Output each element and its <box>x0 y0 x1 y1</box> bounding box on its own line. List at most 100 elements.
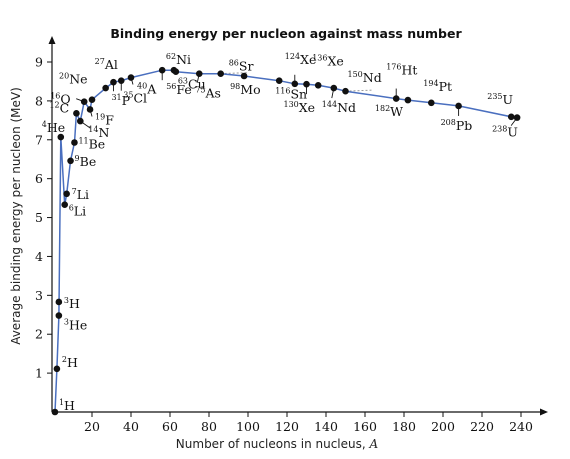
point-label: 136Xe <box>312 53 344 68</box>
point-label: 20Ne <box>59 72 88 87</box>
point-label: 9Be <box>75 154 97 169</box>
element-symbol: H <box>69 296 80 311</box>
data-point <box>71 139 78 146</box>
data-point <box>303 80 310 88</box>
mass-number: 144 <box>322 100 337 109</box>
mass-number: 75 <box>195 86 205 95</box>
label-dash <box>345 89 372 92</box>
mass-number: 238 <box>492 125 507 134</box>
mass-number: 31 <box>111 93 121 102</box>
data-point <box>55 298 63 306</box>
x-tick-label: 180 <box>392 419 416 434</box>
data-points <box>51 66 521 416</box>
x-tick-label: 40 <box>123 419 139 434</box>
data-point <box>275 77 283 84</box>
element-symbol: Cu <box>188 77 206 92</box>
mass-number: 40 <box>137 82 147 91</box>
data-point <box>428 99 435 107</box>
element-symbol: H <box>67 355 78 370</box>
mass-number: 136 <box>312 53 327 62</box>
element-symbol: W <box>390 104 403 119</box>
point-label: 4He <box>42 120 65 135</box>
data-point <box>172 68 180 76</box>
x-tick-label: 200 <box>431 419 455 434</box>
data-point <box>110 78 117 86</box>
point-label: 62Ni <box>166 52 191 67</box>
element-symbol: Pt <box>439 79 452 94</box>
x-tick-label: 20 <box>84 419 100 434</box>
point-label: 235U <box>487 92 513 107</box>
data-point <box>61 201 68 209</box>
label-leader <box>331 87 335 99</box>
mass-number: 12 <box>49 100 59 109</box>
data-point <box>55 312 63 319</box>
data-point <box>404 96 412 104</box>
ticks: 20 40 60 80 100 120 140 160 180 200 220 24012345678… <box>35 55 533 435</box>
x-tick-label: 140 <box>314 419 338 434</box>
point-label: 176Ht <box>386 63 417 78</box>
data-point <box>51 408 59 416</box>
point-label: 144Nd <box>322 100 356 115</box>
data-point <box>342 87 349 95</box>
x-tick-label: 240 <box>509 419 533 434</box>
element-symbol: N <box>98 125 109 140</box>
mass-number: 11 <box>78 137 88 146</box>
mass-number: 3 <box>64 296 69 305</box>
label-leader <box>89 109 93 117</box>
label-leader <box>196 73 200 83</box>
mass-number: 6 <box>69 204 74 213</box>
label-leader <box>130 77 134 85</box>
x-axis-title-text: Number of nucleons in nucleus, <box>176 437 370 451</box>
data-point <box>507 113 515 121</box>
element-symbol: C <box>60 100 70 115</box>
point-label: 14N <box>88 125 109 140</box>
point-label: 6Li <box>69 204 86 219</box>
point-label: 130Xe <box>284 100 316 115</box>
element-symbol: O <box>60 92 70 107</box>
x-tick-label: 100 <box>236 419 260 434</box>
element-symbol: F <box>105 112 114 127</box>
element-symbol: He <box>69 318 87 333</box>
data-point <box>158 66 166 74</box>
mass-number: 9 <box>75 154 80 163</box>
element-symbol: As <box>204 86 220 101</box>
data-point <box>195 70 203 77</box>
mass-number: 62 <box>166 52 176 61</box>
point-label: 116Sn <box>275 87 307 102</box>
mass-number: 16 <box>50 92 60 101</box>
point-label: 40A <box>137 82 157 97</box>
label-leader <box>80 120 91 129</box>
element-symbol: Fe <box>176 82 191 97</box>
x-axis-title-var: A <box>369 437 379 451</box>
mass-number: 150 <box>348 70 363 79</box>
element-symbol: Xe <box>327 53 343 68</box>
data-point <box>73 110 80 117</box>
mass-number: 176 <box>386 63 401 72</box>
data-point <box>88 96 96 104</box>
point-label: 16O <box>50 92 70 107</box>
x-axis-title: Number of nucleons in nucleus, A <box>176 437 379 451</box>
label-leader <box>510 117 518 126</box>
mass-number: 63 <box>178 77 188 86</box>
element-symbol: Ne <box>69 72 87 87</box>
data-point <box>57 133 65 141</box>
point-label: 98Mo <box>230 82 261 97</box>
point-label: 194Pt <box>423 79 452 94</box>
mass-number: 235 <box>487 92 502 101</box>
mass-number: 98 <box>230 82 240 91</box>
point-label: 3He <box>64 318 87 333</box>
y-tick-label: 6 <box>35 171 43 186</box>
point-label: 86Sr <box>229 59 254 74</box>
element-symbol: Ht <box>401 63 417 78</box>
x-tick-label: 60 <box>162 419 178 434</box>
mass-number: 14 <box>88 125 98 134</box>
point-label: 63Cu <box>178 77 206 92</box>
chart-title: Binding energy per nucleon against mass … <box>110 26 462 41</box>
x-axis-arrow <box>540 408 548 416</box>
element-symbol: Be <box>89 137 106 152</box>
element-symbol: Mo <box>240 82 260 97</box>
y-tick-label: 7 <box>35 132 43 147</box>
data-point <box>53 365 61 373</box>
x-tick-label: 220 <box>470 419 494 434</box>
element-symbol: Be <box>80 154 97 169</box>
